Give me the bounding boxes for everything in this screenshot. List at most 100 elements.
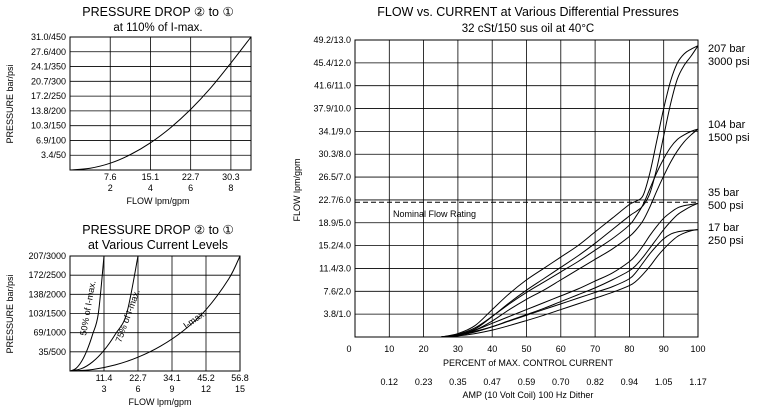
chart1-y-tick-label: 17.2/250 (31, 91, 66, 101)
chart3-amp-tick-label: 1.17 (689, 377, 707, 387)
chart2-title-line1: PRESSURE DROP ② to ① (82, 223, 233, 237)
chart1-title-line2: at 110% of I-max. (113, 22, 202, 34)
chart2-curve (69, 255, 241, 372)
chart3-x-tick-label: 100 (690, 344, 705, 354)
chart3-amp-tick-label: 0.70 (552, 377, 570, 387)
chart3-y-tick-label: 37.9/10.0 (313, 104, 351, 114)
chart1-x-axis-label: FLOW lpm/gpm (126, 196, 189, 206)
chart3-curve-rising (440, 128, 699, 338)
chart3-y-tick-label: 34.1/9.0 (318, 126, 351, 136)
chart3-x-ticks: 0 10 20 30 40 50 60 70 80 90 100 (346, 344, 705, 354)
chart2-x-tick-gpm: 12 (201, 384, 211, 394)
chart3-y-tick-label: 49.2/13.0 (313, 35, 351, 45)
chart-pressure-drop-110: PRESSURE DROP ② to ① at 110% of I-max. P… (5, 5, 252, 206)
chart1-x-tick-lpm: 22.7 (182, 172, 200, 182)
chart3-series (440, 229, 699, 338)
chart2-y-axis-label: PRESSURE bar/psi (5, 274, 15, 353)
chart2-x-ticks: 11.43 22.76 34.19 45.212 56.815 (96, 373, 249, 394)
chart3-y-tick-label: 3.8/1.0 (323, 309, 351, 319)
chart3-legend-bar: 35 bar (708, 187, 740, 199)
chart3-amp-tick-label: 0.35 (449, 377, 467, 387)
chart3-curve-rising (440, 229, 699, 338)
chart2-plot-frame (69, 255, 241, 372)
chart1-y-tick-label: 24.1/350 (31, 62, 66, 72)
chart3-x-tick-label: 40 (487, 344, 497, 354)
chart3-x-tick-label: 10 (384, 344, 394, 354)
chart1-title-line1: PRESSURE DROP ② to ① (82, 5, 233, 19)
chart3-curve-rising (440, 202, 699, 338)
chart2-y-tick-label: 138/2000 (28, 289, 66, 299)
chart3-x-tick-label: 80 (624, 344, 634, 354)
chart2-x-tick-gpm: 6 (135, 384, 140, 394)
chart1-x-tick-gpm: 2 (108, 183, 113, 193)
chart1-y-axis-label: PRESSURE bar/psi (5, 64, 15, 143)
chart3-x-tick-label: 50 (521, 344, 531, 354)
chart3-x-tick-label: 20 (419, 344, 429, 354)
chart2-x-tick-lpm: 11.4 (96, 373, 113, 383)
chart1-x-tick-lpm: 30.3 (222, 172, 240, 182)
chart1-y-tick-label: 20.7/300 (31, 76, 66, 86)
chart3-y-tick-label: 11.4/3.0 (319, 263, 351, 273)
chart3-amp-tick-label: 0.12 (381, 377, 399, 387)
chart1-x-tick-lpm: 7.6 (104, 172, 117, 182)
chart3-y-tick-label: 30.3/8.0 (318, 149, 351, 159)
chart3-x-tick-label: 60 (556, 344, 566, 354)
chart3-amp-tick-label: 0.23 (415, 377, 433, 387)
chart3-amp-tick-label: 0.47 (483, 377, 501, 387)
chart3-y-tick-label: 22.7/6.0 (318, 195, 351, 205)
chart3-series (440, 45, 699, 338)
chart2-curve (69, 255, 105, 372)
chart1-y-tick-label: 31.0/450 (31, 32, 66, 42)
chart3-y-tick-label: 45.4/12.0 (313, 58, 351, 68)
chart3-nominal-label: Nominal Flow Rating (393, 209, 476, 219)
chart3-curve-falling (440, 128, 699, 338)
chart3-amp-tick-label: 0.59 (518, 377, 536, 387)
chart2-curve (69, 255, 139, 372)
chart3-amp-ticks: 0.12 0.23 0.35 0.47 0.59 0.70 0.82 0.94 1.05 1.17 (381, 377, 707, 387)
chart2-x-tick-gpm: 9 (169, 384, 174, 394)
chart2-y-tick-label: 69/1000 (33, 328, 66, 338)
chart1-y-tick-label: 10.3/150 (31, 121, 66, 131)
chart3-x-tick-label: 70 (590, 344, 600, 354)
chart3-amp-tick-label: 0.82 (586, 377, 604, 387)
chart3-amp-tick-label: 1.05 (655, 377, 673, 387)
chart3-curve-falling (440, 229, 699, 338)
chart2-y-ticks: 35/500 69/1000 103/1500 138/2000 172/2500 207… (28, 251, 66, 357)
chart2-x-axis-label: FLOW lpm/gpm (128, 397, 191, 407)
chart2-curves (69, 255, 241, 372)
chart3-curve-falling (440, 45, 699, 338)
chart1-y-tick-label: 27.6/400 (31, 47, 66, 57)
chart3-x-axis-label: PERCENT of MAX. CONTROL CURRENT (443, 358, 614, 368)
chart2-y-tick-label: 207/3000 (28, 251, 66, 261)
chart3-x-tick-label: 90 (659, 344, 669, 354)
chart2-x-tick-lpm: 56.8 (231, 373, 249, 383)
chart2-x-tick-lpm: 34.1 (163, 373, 181, 383)
chart3-legend-psi: 3000 psi (708, 56, 750, 68)
chart2-title-line2: at Various Current Levels (88, 238, 228, 252)
chart3-y-tick-label: 7.6/2.0 (323, 286, 351, 296)
chart3-legend-bar: 207 bar (708, 43, 746, 55)
chart3-y-tick-label: 15.2/4.0 (318, 241, 351, 251)
chart3-curve-rising (440, 45, 699, 338)
chart1-plot-frame (69, 36, 252, 171)
chart3-y-tick-label: 26.5/7.0 (318, 172, 351, 182)
chart3-legend-psi: 1500 psi (708, 132, 750, 144)
chart2-x-tick-gpm: 3 (101, 384, 106, 394)
chart1-curves (69, 36, 252, 171)
chart1-x-ticks: 7.62 15.14 22.76 30.38 (104, 172, 240, 193)
chart1-x-tick-lpm: 15.1 (142, 172, 160, 182)
chart3-nominal: Nominal Flow Rating (355, 201, 698, 219)
chart1-y-tick-label: 13.8/200 (31, 106, 66, 116)
chart2-x-tick-gpm: 15 (235, 384, 245, 394)
chart3-curves (440, 45, 699, 338)
chart3-legend-psi: 250 psi (708, 235, 743, 247)
chart3-series (440, 128, 699, 338)
chart3-y-tick-label: 18.9/5.0 (318, 218, 351, 228)
chart3-y-tick-label: 41.6/11.0 (314, 81, 351, 91)
chart1-grid (70, 36, 251, 170)
chart2-y-tick-label: 172/2500 (28, 270, 66, 280)
chart1-x-tick-gpm: 8 (228, 183, 233, 193)
chart1-x-tick-gpm: 4 (148, 183, 153, 193)
